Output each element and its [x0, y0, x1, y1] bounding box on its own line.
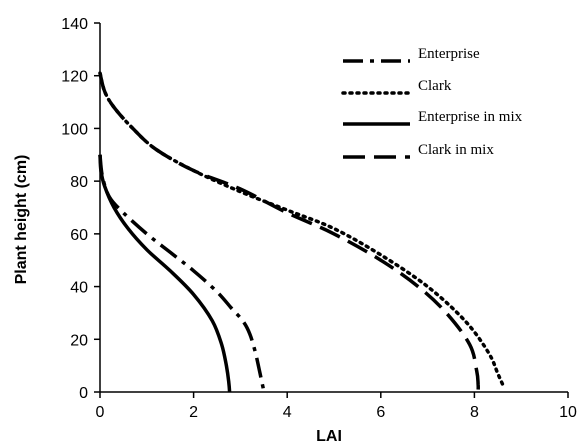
y-tick-label: 40 — [70, 280, 88, 297]
x-tick-label: 0 — [96, 404, 105, 421]
legend-label-enterprise: Enterprise — [418, 46, 480, 62]
y-tick-label: 140 — [61, 16, 88, 33]
x-tick-label: 4 — [283, 404, 292, 421]
series-line-enterprise-in-mix — [98, 154, 232, 393]
legend-label-enterprise-in-mix: Enterprise in mix — [418, 109, 523, 125]
y-axis-title: Plant height (cm) — [13, 155, 30, 285]
x-ticks: 0 2 4 6 8 10 — [96, 392, 577, 421]
legend-label-clark-in-mix: Clark in mix — [418, 142, 494, 158]
x-tick-label: 8 — [470, 404, 479, 421]
axes: 0 20 40 60 80 100 120 140 0 2 4 6 8 10 — [61, 16, 577, 421]
legend: Enterprise Clark Enterprise in mix Clark in… — [341, 46, 523, 159]
x-tick-label: 6 — [376, 404, 385, 421]
y-tick-label: 0 — [79, 385, 88, 402]
legend-label-clark: Clark — [418, 78, 452, 94]
y-tick-label: 80 — [70, 174, 88, 191]
x-tick-label: 10 — [559, 404, 577, 421]
y-tick-label: 20 — [70, 332, 88, 349]
x-axis-title: LAI — [316, 428, 342, 441]
y-tick-label: 100 — [61, 121, 88, 138]
y-ticks: 0 20 40 60 80 100 120 140 — [61, 16, 100, 402]
series-lines — [98, 71, 505, 393]
y-tick-label: 120 — [61, 69, 88, 86]
x-tick-label: 2 — [189, 404, 198, 421]
series-line-clark-in-mix — [98, 72, 480, 393]
y-tick-label: 60 — [70, 227, 88, 244]
